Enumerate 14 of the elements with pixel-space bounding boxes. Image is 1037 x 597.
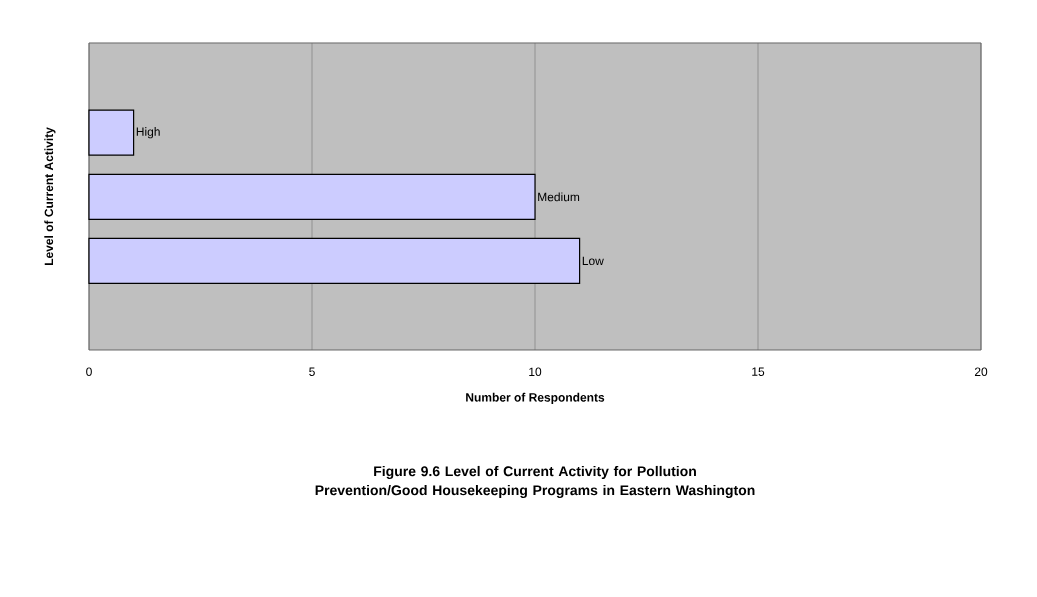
y-tick-label: High	[136, 127, 160, 139]
text: Figure 9.6 Level of Current Activity for Pollution Prevention/Good Housekeeping Programs in Eastern Washington	[315, 465, 755, 499]
x-tick-label: 20	[974, 367, 988, 377]
x-tick-label: 5	[309, 367, 315, 376]
x-tick-label: 0	[86, 367, 92, 377]
y-axis-title: Level of Current Activity	[44, 127, 56, 266]
x-axis-title: Number of Respondents	[466, 392, 605, 405]
bar	[88, 237, 581, 284]
x-tick-label: 10	[529, 367, 542, 377]
y-tick-label: Medium	[538, 192, 580, 202]
x-tick-label: 15	[752, 367, 765, 376]
bar	[88, 173, 536, 220]
bar	[88, 109, 135, 156]
y-tick-label: Low	[582, 256, 604, 266]
